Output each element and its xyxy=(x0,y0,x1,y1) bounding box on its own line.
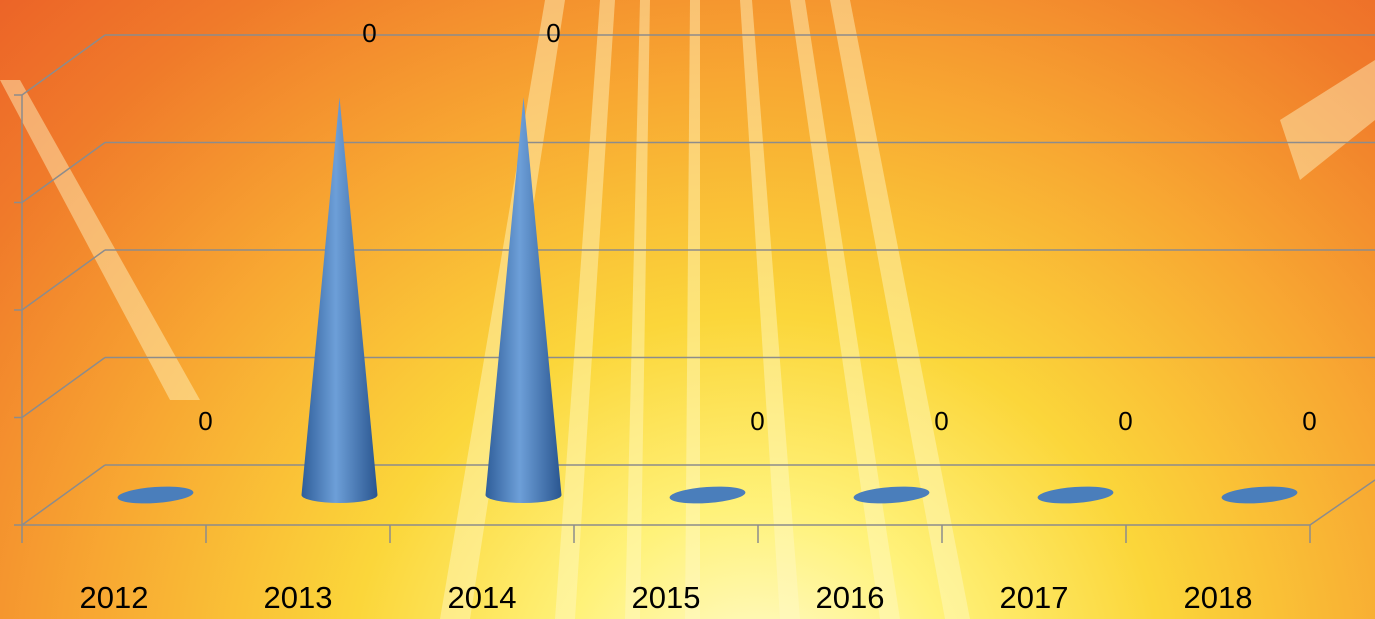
cone-base xyxy=(117,486,194,504)
data-label: 0 xyxy=(1118,406,1132,436)
grid-line xyxy=(21,249,106,311)
cone-base xyxy=(1037,486,1114,504)
data-label: 0 xyxy=(362,18,376,48)
data-label: 0 xyxy=(1302,406,1316,436)
x-tick-label: 2014 xyxy=(448,580,517,615)
data-label: 0 xyxy=(750,406,764,436)
cone-base xyxy=(853,486,930,504)
plot: 2012 0 2013 0 2014 0 2015 0 2016 0 2017 0 2018 0 xyxy=(80,18,1317,615)
plot-frame xyxy=(14,34,1375,543)
data-label: 0 xyxy=(198,406,212,436)
x-tick-label: 2015 xyxy=(632,580,701,615)
grid-line xyxy=(21,141,106,204)
data-label: 0 xyxy=(934,406,948,436)
grid-line xyxy=(21,356,106,419)
x-tick-label: 2016 xyxy=(816,580,885,615)
grid-line xyxy=(21,464,106,526)
data-label: 0 xyxy=(546,18,560,48)
x-tick-label: 2013 xyxy=(264,580,333,615)
cone-base xyxy=(1221,486,1298,504)
cone xyxy=(485,97,562,503)
floor-right xyxy=(1309,479,1375,526)
grid-line xyxy=(21,34,106,96)
x-tick-label: 2012 xyxy=(80,580,149,615)
x-tick-label: 2017 xyxy=(1000,580,1069,615)
cone xyxy=(301,97,378,503)
cone-base xyxy=(669,486,746,504)
x-tick-label: 2018 xyxy=(1184,580,1253,615)
